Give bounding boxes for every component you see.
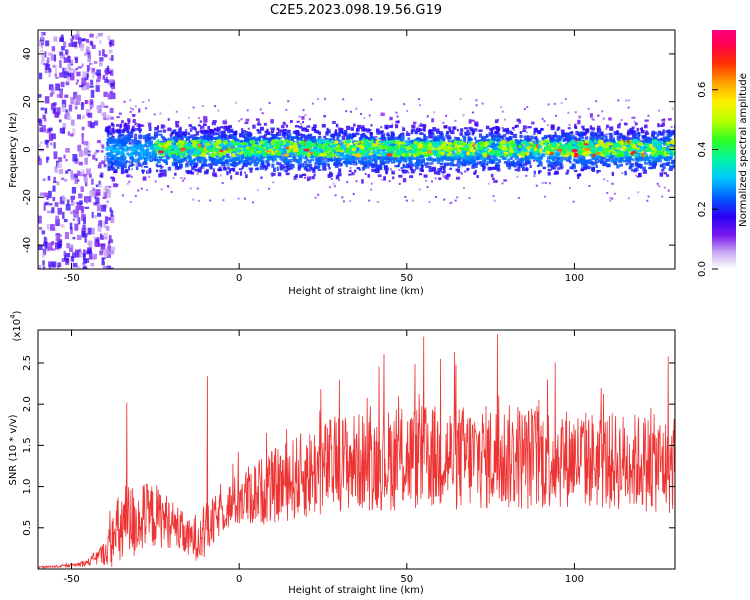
colorbar: 0.00.20.40.6 Normalized spectral amplitu… [697, 30, 749, 277]
snr-scale-close: ) [12, 310, 23, 314]
snr-y-axis-label: SNR (10 * v/v) [8, 414, 19, 485]
snr-frame [37, 329, 676, 570]
snr-x-axis-label: Height of straight line (km) [288, 585, 424, 596]
snr-scale-label: (x10 [12, 319, 23, 342]
snr-series-line [38, 334, 675, 569]
chart-title: C2E5.2023.098.19.56.G19 [270, 3, 442, 18]
colorbar-label: Normalized spectral amplitude [738, 73, 749, 227]
spectrogram-image [38, 30, 675, 269]
spectrogram-x-axis-label: Height of straight line (km) [288, 286, 424, 297]
snr-scale-exponent: 4 [9, 314, 17, 319]
spectrogram-y-axis-label: Frequency (Hz) [8, 112, 19, 188]
colorbar-ticks: 0.00.20.40.6 [697, 82, 718, 277]
snr-scale-factor: (x104) [9, 310, 23, 341]
